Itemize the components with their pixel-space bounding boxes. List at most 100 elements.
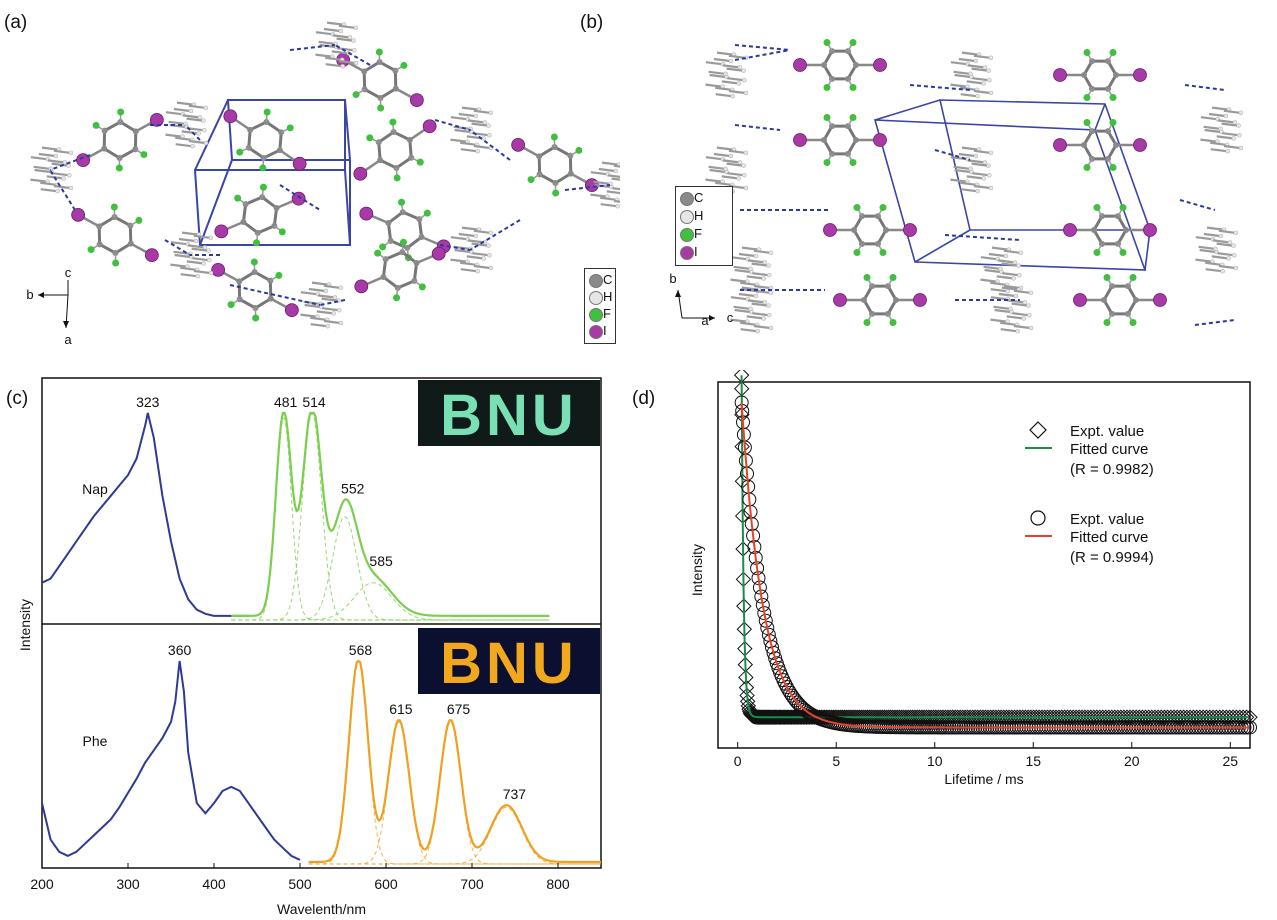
aromatic-bond [450, 258, 467, 263]
aromatic-bond [715, 181, 732, 186]
aromatic-bond [450, 236, 468, 241]
aromatic-bond [1217, 252, 1234, 257]
crystal-structure-b: b a c [669, 38, 1244, 334]
axis-c-arrow [709, 315, 715, 321]
hydrogen-atom [743, 185, 749, 191]
aromatic-bond [1200, 116, 1218, 121]
aromatic-bond [730, 256, 748, 261]
fluorine-atom [1129, 273, 1137, 281]
aromatic-bond [40, 188, 57, 193]
aromatic-bond [993, 305, 1010, 310]
legend-swatch-F [589, 308, 603, 322]
hydrogen-atom [742, 172, 747, 178]
aromatic-bond [747, 299, 765, 304]
iodine-atom [823, 223, 837, 237]
aromatic-bond [721, 80, 738, 85]
legend-label-5: (R = 0.9994) [1070, 549, 1154, 566]
hydrogen-atom [982, 65, 988, 70]
aromatic-bond [467, 119, 485, 124]
aromatic-bond [753, 249, 771, 254]
halogen-bond [944, 234, 1021, 241]
fluorine-atom [278, 228, 286, 236]
unit-cell-edge [1094, 103, 1106, 131]
hydrogen-atom [1021, 316, 1027, 321]
inset-photo-1: BNU [418, 628, 600, 696]
aromatic-bond [460, 261, 477, 266]
x-tick-label-700: 700 [460, 876, 484, 892]
aromatic-bond [958, 57, 976, 63]
emission-component-3 [231, 582, 550, 621]
fluorine-atom [1103, 319, 1111, 327]
aromatic-bond [726, 162, 743, 167]
lifetime-chart: 0 5 10 15 20 25 Lifetime / ms Intensity Expt. va… [689, 370, 1258, 787]
aromatic-bond [173, 250, 190, 255]
aromatic-bond [323, 284, 341, 289]
tfib-molecule-0 [336, 48, 424, 112]
unit-cell-edge [194, 99, 229, 171]
aromatic-bond [996, 275, 1013, 280]
aromatic-bond [593, 180, 610, 185]
halogen-bond [1179, 199, 1216, 211]
fluorine-atom [863, 319, 871, 327]
data-point [758, 613, 773, 628]
aromatic-bond [709, 73, 726, 79]
aromatic-bond [730, 296, 748, 301]
fluorine-atom [823, 84, 831, 92]
hydrogen-atom [741, 163, 746, 168]
aromatic-bond [1218, 229, 1236, 234]
iodine-atom [873, 133, 887, 147]
aromatic-bond [601, 161, 619, 166]
aromatic-bond [460, 141, 477, 146]
fluorine-atom [1109, 164, 1117, 172]
fluorine-atom [823, 159, 831, 167]
aromatic-bond [971, 67, 988, 72]
legend-diamond-marker [1029, 421, 1047, 439]
aromatic-bond [960, 188, 977, 193]
aromatic-bond [311, 281, 329, 286]
iodine-atom [793, 58, 807, 72]
data-point [1218, 709, 1235, 725]
aromatic-bond [741, 246, 759, 251]
hydrogen-atom [353, 25, 359, 31]
fluorine-atom [1093, 203, 1101, 211]
hydrogen-atom [188, 108, 194, 114]
emission-component-1 [308, 721, 601, 865]
aromatic-bond [998, 292, 1016, 298]
aromatic-bond [188, 104, 206, 109]
panel-label-a: (a) [4, 12, 28, 33]
fluorine-atom [375, 48, 383, 56]
legend-label-4: Fitted curve [1070, 529, 1148, 546]
legend-label-I: I [603, 323, 607, 338]
hydrogen-atom [475, 268, 480, 274]
aromatic-bond [980, 278, 997, 283]
aromatic-bond [997, 259, 1015, 264]
tfib-molecule-2 [223, 108, 307, 172]
decay-markers-circle [734, 395, 1257, 735]
aromatic-bond [1011, 302, 1028, 307]
unit-cell-edge [199, 159, 233, 246]
fluorine-atom [1109, 94, 1117, 102]
hydrogen-atom [487, 132, 492, 138]
aromatic-bond [467, 239, 485, 244]
aromatic-bond [721, 175, 738, 180]
hydrogen-atom [743, 90, 749, 96]
aromatic-bond [1223, 109, 1241, 114]
aromatic-bond [41, 146, 59, 151]
tfib-molecule-7 [359, 198, 451, 262]
aromatic-bond [747, 259, 765, 264]
hydrogen-atom [767, 312, 772, 318]
aromatic-bond [961, 51, 979, 56]
aromatic-bond [1203, 232, 1221, 238]
fluorine-atom [253, 239, 261, 247]
tfib-molecule-3 [353, 118, 437, 182]
arene-molecule-0 [705, 51, 749, 99]
hydrogen-atom [193, 238, 199, 244]
aromatic-bond [193, 234, 211, 239]
axis-b-arrow [675, 290, 681, 297]
hydrogen-atom [338, 28, 344, 34]
aromatic-bond [317, 294, 335, 299]
aromatic-bond [972, 77, 989, 82]
aromatic-bond [713, 152, 731, 158]
fluorine-atom [1119, 249, 1127, 257]
aromatic-bond [1206, 226, 1224, 231]
